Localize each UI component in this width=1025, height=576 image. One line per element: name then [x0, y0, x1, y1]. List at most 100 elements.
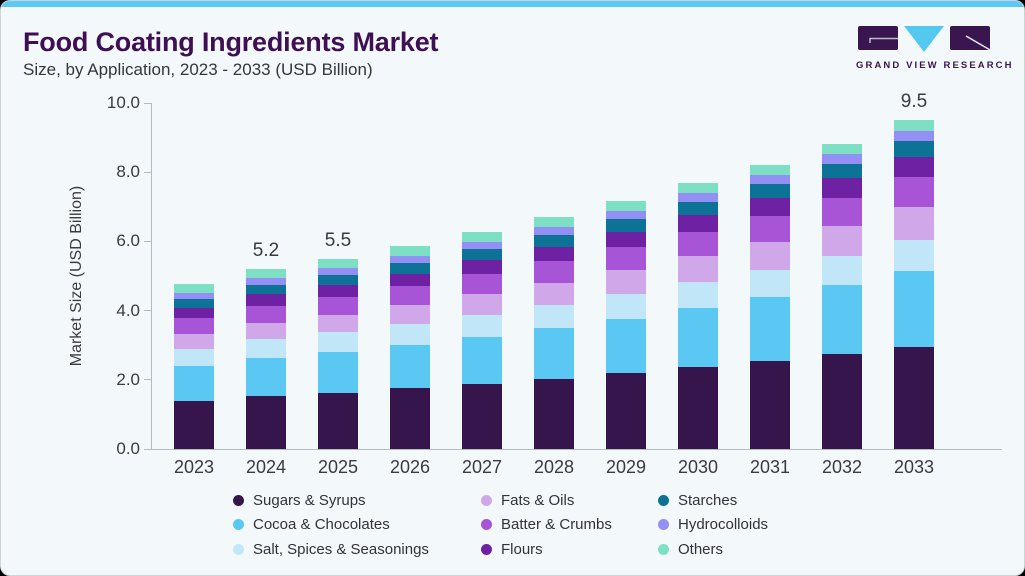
bar-segment-sugars-syrups: [390, 388, 430, 449]
bar-segment-starches: [678, 202, 718, 216]
legend-item: Others: [658, 537, 768, 562]
x-axis-label: 2030: [677, 457, 719, 477]
bar-2023: [174, 284, 214, 449]
bar-segment-flours: [174, 307, 214, 319]
bar-segment-batter-crumbs: [318, 297, 358, 315]
bar-segment-starches: [246, 284, 286, 295]
x-axis-label: 2029: [605, 457, 647, 477]
bar-2028: [534, 217, 574, 449]
bar-2033: [894, 120, 934, 449]
legend-item: Batter & Crumbs: [481, 513, 612, 538]
legend-swatch-icon: [658, 543, 669, 555]
legend-column: Fats & Oils Batter & Crumbs Flours: [481, 488, 612, 562]
plot-area: 0.0 2.0 4.0 6.0 8.0 10.0 2023 2024 5.2 2025 5.5 202…: [107, 91, 1002, 477]
bar-segment-others: [390, 246, 430, 256]
legend-label: Salt, Spices & Seasonings: [253, 540, 429, 558]
bar-segment-cocoa-chocolates: [318, 352, 358, 393]
bar-segment-sugars-syrups: [894, 346, 934, 449]
page-title: Food Coating Ingredients Market: [23, 27, 439, 57]
bar-segment-batter-crumbs: [390, 286, 430, 306]
legend-item: Fats & Oils: [481, 488, 612, 513]
y-tick-label: 4.0: [116, 300, 140, 320]
x-axis-label: 2032: [821, 457, 863, 477]
bar-segment-salt-spices-seasonings: [534, 304, 574, 328]
legend-label: Others: [678, 540, 724, 558]
bar-segment-hydrocolloids: [534, 226, 574, 235]
bar-segment-others: [822, 143, 862, 154]
bar-2024: [246, 269, 286, 449]
bar-segment-salt-spices-seasonings: [606, 294, 646, 319]
bar-segment-hydrocolloids: [606, 211, 646, 220]
bar-segment-flours: [894, 156, 934, 178]
bar-segment-flours: [822, 178, 862, 198]
bar-segment-salt-spices-seasonings: [246, 339, 286, 358]
bar-2030: [678, 183, 718, 449]
bar-segment-fats-oils: [750, 241, 790, 270]
gvr-logo-text: GRAND VIEW RESEARCH: [856, 60, 1014, 71]
legend-label: Hydrocolloids: [678, 516, 769, 534]
bar-segment-sugars-syrups: [678, 367, 718, 449]
bar-segment-starches: [750, 184, 790, 198]
bar-segment-flours: [390, 273, 430, 287]
bar-segment-starches: [534, 234, 574, 247]
bar-segment-cocoa-chocolates: [894, 270, 934, 347]
bar-segment-cocoa-chocolates: [822, 285, 862, 355]
bar-segment-others: [534, 217, 574, 227]
y-tick-mark: [144, 310, 152, 312]
bar-segment-salt-spices-seasonings: [318, 332, 358, 353]
bar-segment-hydrocolloids: [678, 193, 718, 203]
legend-label: Fats & Oils: [501, 491, 575, 509]
bar-segment-starches: [462, 249, 502, 261]
bar-segment-salt-spices-seasonings: [462, 314, 502, 337]
bar-segment-fats-oils: [246, 322, 286, 339]
bar-segment-starches: [174, 298, 214, 308]
bar-segment-batter-crumbs: [174, 318, 214, 334]
legend-item: Cocoa & Chocolates: [233, 513, 429, 538]
y-tick-mark: [144, 240, 152, 242]
bar-segment-flours: [318, 285, 358, 298]
gvr-logo-mark: [858, 26, 992, 52]
bar-segment-others: [894, 120, 934, 131]
legend-label: Sugars & Syrups: [253, 491, 366, 509]
bar-segment-starches: [894, 141, 934, 157]
bar-segment-others: [750, 164, 790, 175]
bar-segment-batter-crumbs: [750, 215, 790, 242]
legend-column: Starches Hydrocolloids Others: [658, 488, 768, 562]
bar-2027: [462, 232, 502, 449]
bar-segment-cocoa-chocolates: [390, 344, 430, 389]
y-tick-label: 6.0: [116, 231, 140, 251]
x-axis-label: 2025: [317, 457, 359, 477]
bar-segment-batter-crumbs: [822, 197, 862, 226]
legend-label: Starches: [678, 491, 738, 509]
x-axis-label: 2033: [893, 457, 935, 477]
y-tick-mark: [144, 379, 152, 381]
bar-segment-others: [246, 269, 286, 279]
y-tick-label: 2.0: [116, 369, 140, 389]
legend-swatch-icon: [481, 519, 492, 531]
legend-column: Sugars & Syrups Cocoa & Chocolates Salt, S…: [233, 488, 429, 562]
legend-swatch-icon: [658, 494, 669, 506]
bar-segment-fats-oils: [174, 333, 214, 349]
legend-swatch-icon: [658, 519, 669, 531]
bar-segment-flours: [534, 246, 574, 262]
legend-label: Flours: [501, 540, 543, 558]
bar-segment-fats-oils: [678, 256, 718, 283]
bar-segment-salt-spices-seasonings: [174, 348, 214, 366]
legend-swatch-icon: [233, 519, 244, 531]
bar-segment-hydrocolloids: [822, 153, 862, 164]
bar-2032: [822, 143, 862, 449]
page-subtitle: Size, by Application, 2023 - 2033 (USD B…: [23, 60, 373, 79]
bar-total-label: 5.2: [252, 240, 280, 262]
bar-segment-sugars-syrups: [822, 354, 862, 449]
bar-segment-cocoa-chocolates: [606, 318, 646, 374]
legend-swatch-icon: [481, 494, 492, 506]
bar-segment-batter-crumbs: [246, 305, 286, 323]
bar-segment-sugars-syrups: [318, 392, 358, 449]
bar-segment-salt-spices-seasonings: [894, 239, 934, 271]
legend-item: Flours: [481, 537, 612, 562]
bar-2026: [390, 246, 430, 449]
bar-segment-sugars-syrups: [174, 400, 214, 449]
bar-segment-batter-crumbs: [894, 177, 934, 207]
legend-label: Cocoa & Chocolates: [253, 516, 390, 534]
bar-segment-cocoa-chocolates: [462, 336, 502, 384]
